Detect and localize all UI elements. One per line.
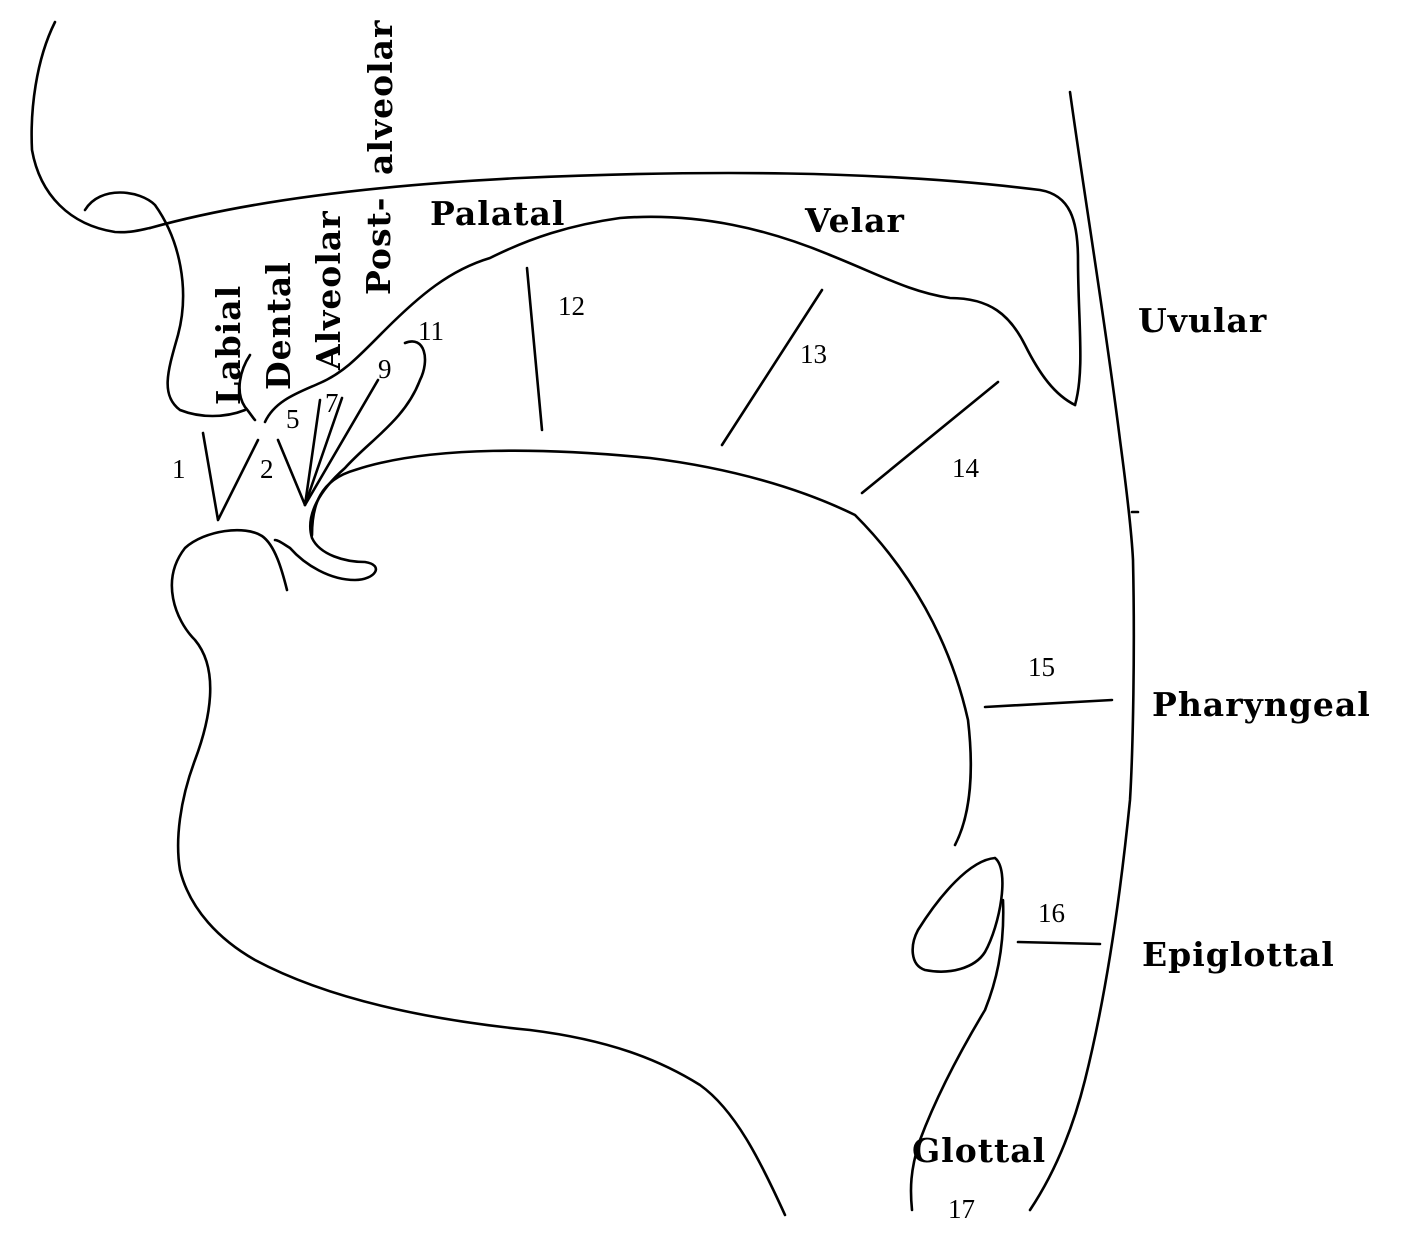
pointer-9 xyxy=(303,378,380,507)
pharynx-wall xyxy=(1028,90,1136,1212)
label-epiglottal: Epiglottal xyxy=(1142,935,1335,974)
label-glottal: Glottal xyxy=(912,1131,1046,1170)
pointer-7 xyxy=(303,396,344,507)
number-1: 1 xyxy=(172,454,186,484)
pointer-15 xyxy=(983,698,1114,709)
pointer-16 xyxy=(1016,940,1102,946)
label-palatal: Palatal xyxy=(430,194,565,233)
pointer-14 xyxy=(860,380,1000,495)
label-velar: Velar xyxy=(804,201,905,240)
alveolar-ridge xyxy=(263,215,1077,424)
pointer-1 xyxy=(201,431,260,522)
nose-profile xyxy=(30,20,152,234)
number-5: 5 xyxy=(286,404,300,434)
nasal-cavity-roof xyxy=(148,171,1082,407)
label-post: Post- xyxy=(359,197,398,295)
larynx-front xyxy=(909,898,1005,1212)
pointer-13 xyxy=(720,288,824,447)
pointer-12 xyxy=(525,266,544,432)
upper-lip xyxy=(83,191,247,418)
number-7: 7 xyxy=(325,388,339,418)
label-dental: Dental xyxy=(259,261,298,390)
tongue-tip xyxy=(273,340,427,582)
label-alveolar-2: alveolar xyxy=(361,20,400,175)
label-alveolar: Alveolar xyxy=(309,210,348,371)
tongue-body xyxy=(310,449,973,847)
number-12: 12 xyxy=(558,291,585,321)
label-labial: Labial xyxy=(209,285,248,405)
label-pharyngeal: Pharyngeal xyxy=(1152,685,1371,724)
number-2: 2 xyxy=(260,454,274,484)
number-13: 13 xyxy=(800,339,827,369)
upper-lip-inner xyxy=(238,353,257,422)
number-11: 11 xyxy=(418,316,444,346)
number-15: 15 xyxy=(1028,652,1055,682)
number-16: 16 xyxy=(1038,898,1065,928)
lower-lip-jaw xyxy=(170,528,787,1217)
label-uvular: Uvular xyxy=(1138,301,1267,340)
number-17: 17 xyxy=(948,1194,975,1224)
epiglottis xyxy=(911,856,1004,973)
number-9: 9 xyxy=(378,354,392,384)
number-14: 14 xyxy=(952,453,980,483)
